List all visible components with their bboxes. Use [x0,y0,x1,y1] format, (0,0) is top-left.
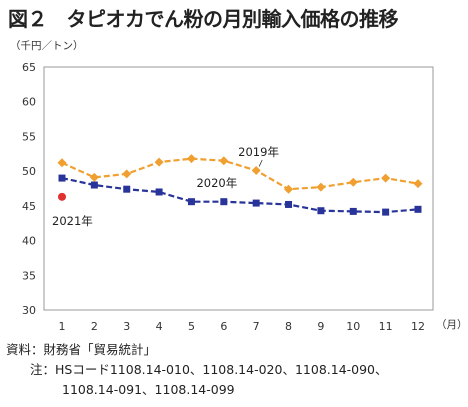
y-tick-label: 30 [22,304,36,317]
x-tick-label: 6 [220,320,227,333]
x-tick-label: 8 [285,320,292,333]
x-tick-label: 11 [379,320,393,333]
x-tick-label: 2 [91,320,98,333]
point-2019 [122,169,132,179]
point-2020 [252,199,260,207]
point-2019 [57,158,67,168]
point-2019 [89,172,99,182]
point-2020 [123,185,131,193]
x-tick-label: 5 [188,320,195,333]
y-tick-label: 40 [22,235,36,248]
point-2020 [155,188,163,196]
x-tick-label: 12 [411,320,425,333]
hs-code-note-line2: 1108.14-091、1108.14-099 [62,382,235,397]
x-tick-label: 1 [59,320,66,333]
point-2020 [58,174,66,182]
point-2019 [413,179,423,189]
y-tick-label: 50 [22,165,36,178]
source-note: 資料：財務省「貿易統計」 [6,342,157,357]
point-2020 [317,207,325,215]
series-line-2019 [61,157,419,191]
series-line-2020 [61,177,419,214]
point-2020 [414,205,422,213]
point-2019 [316,182,326,192]
point-2019 [348,177,358,187]
point-2020 [285,200,293,208]
x-tick-label: 7 [253,320,260,333]
chart-title: 図２ タピオカでん粉の月別輸入価格の推移 [8,7,399,31]
y-tick-label: 45 [22,200,36,213]
y-tick-label: 60 [22,96,36,109]
x-axis-unit: （月） [436,319,468,331]
point-2019 [381,173,391,183]
point-2019 [219,156,229,166]
hs-code-note-line1: 注：HSコード1108.14-010、1108.14-020、1108.14-0… [30,362,388,377]
series-label-2020: 2020年 [196,176,237,190]
point-2020 [187,198,195,206]
series-label-2021: 2021年 [52,214,93,228]
x-tick-label: 9 [317,320,324,333]
series-label-2019: 2019年 [238,145,279,159]
point-2019 [251,165,261,175]
y-tick-label: 65 [22,61,36,74]
point-2019 [284,184,294,194]
label-leader-2019 [258,159,263,167]
x-tick-label: 3 [123,320,130,333]
point-2020 [90,181,98,189]
x-tick-label: 4 [156,320,163,333]
y-tick-label: 35 [22,269,36,282]
point-2020 [349,207,357,215]
y-tick-label: 55 [22,130,36,143]
point-2021 [58,192,66,201]
point-2019 [186,154,196,164]
point-2020 [220,198,228,206]
x-tick-label: 10 [346,320,360,333]
plot-area [43,66,434,311]
point-2019 [154,157,164,167]
footnotes: 資料：財務省「貿易統計」 注：HSコード1108.14-010、1108.14-… [6,340,388,400]
y-axis-unit: （千円／トン） [10,40,84,52]
point-2020 [382,208,390,216]
